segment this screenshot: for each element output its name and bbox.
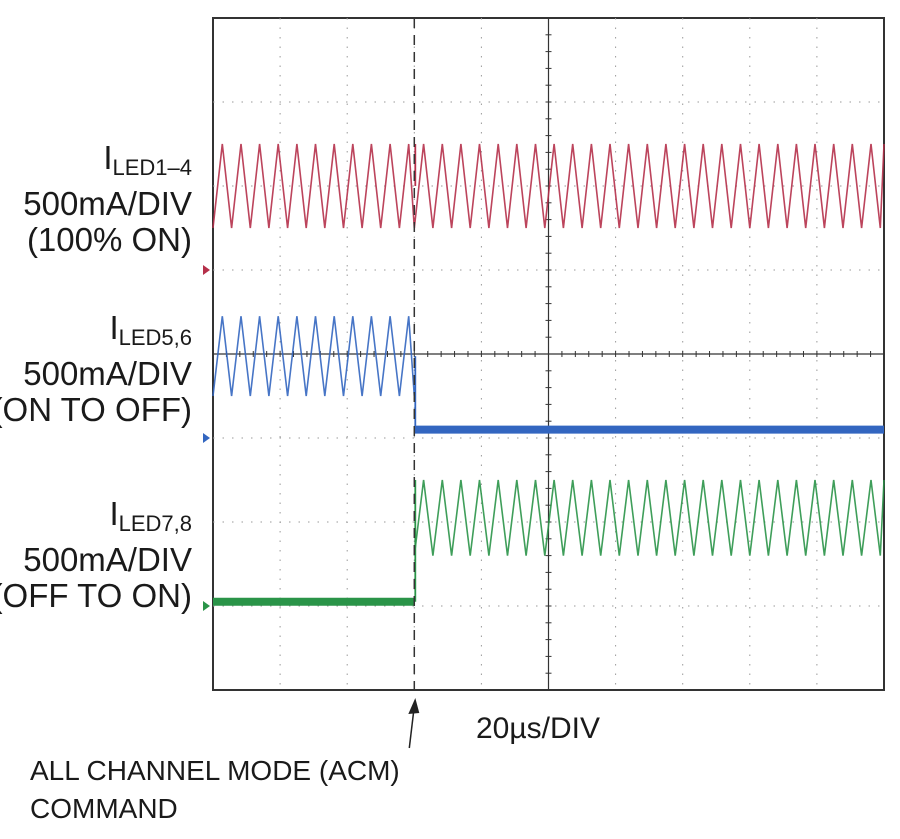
series-name-main: I bbox=[109, 495, 119, 532]
traces bbox=[212, 143, 885, 606]
series-name-main: I bbox=[109, 309, 119, 346]
series-label-led5-6: ILED5,6 500mA/DIV (ON TO OFF) bbox=[0, 310, 192, 428]
ripple-waveform-before bbox=[212, 143, 416, 229]
series-label-led1-4: ILED1–4 500mA/DIV (100% ON) bbox=[23, 140, 192, 258]
series-name-sub: LED5,6 bbox=[118, 325, 192, 350]
ground-marker-led5-6 bbox=[203, 433, 210, 443]
acm-label-line2: COMMAND bbox=[30, 793, 178, 824]
ground-marker-led7-8 bbox=[203, 601, 210, 611]
acm-label-line1: ALL CHANNEL MODE (ACM) bbox=[30, 755, 400, 786]
arrow-head bbox=[408, 698, 420, 714]
trace-led7-8 bbox=[213, 479, 885, 606]
series-state: (100% ON) bbox=[26, 221, 192, 258]
grid bbox=[213, 18, 884, 690]
acm-arrow bbox=[408, 698, 420, 749]
series-scale: 500mA/DIV bbox=[23, 355, 192, 392]
ripple-waveform-after bbox=[413, 479, 885, 556]
series-scale: 500mA/DIV bbox=[23, 541, 192, 578]
series-state: (OFF TO ON) bbox=[0, 577, 192, 614]
series-name-main: I bbox=[103, 139, 113, 176]
series-state: (ON TO OFF) bbox=[0, 391, 192, 428]
series-scale: 500mA/DIV bbox=[23, 185, 192, 222]
ground-marker-led1-4 bbox=[203, 265, 210, 275]
x-axis-timebase-label: 20µs/DIV bbox=[476, 712, 600, 745]
series-label-led7-8: ILED7,8 500mA/DIV (OFF TO ON) bbox=[0, 496, 192, 614]
series-name-sub: LED7,8 bbox=[118, 511, 192, 536]
acm-command-annotation: ALL CHANNEL MODE (ACM) COMMAND bbox=[30, 752, 400, 828]
ripple-waveform-after bbox=[413, 143, 885, 229]
series-name-sub: LED1–4 bbox=[112, 155, 192, 180]
ground-markers bbox=[203, 265, 210, 611]
ripple-waveform-before bbox=[212, 316, 416, 397]
trace-led5-6 bbox=[212, 316, 884, 434]
trace-led1-4 bbox=[212, 143, 885, 229]
